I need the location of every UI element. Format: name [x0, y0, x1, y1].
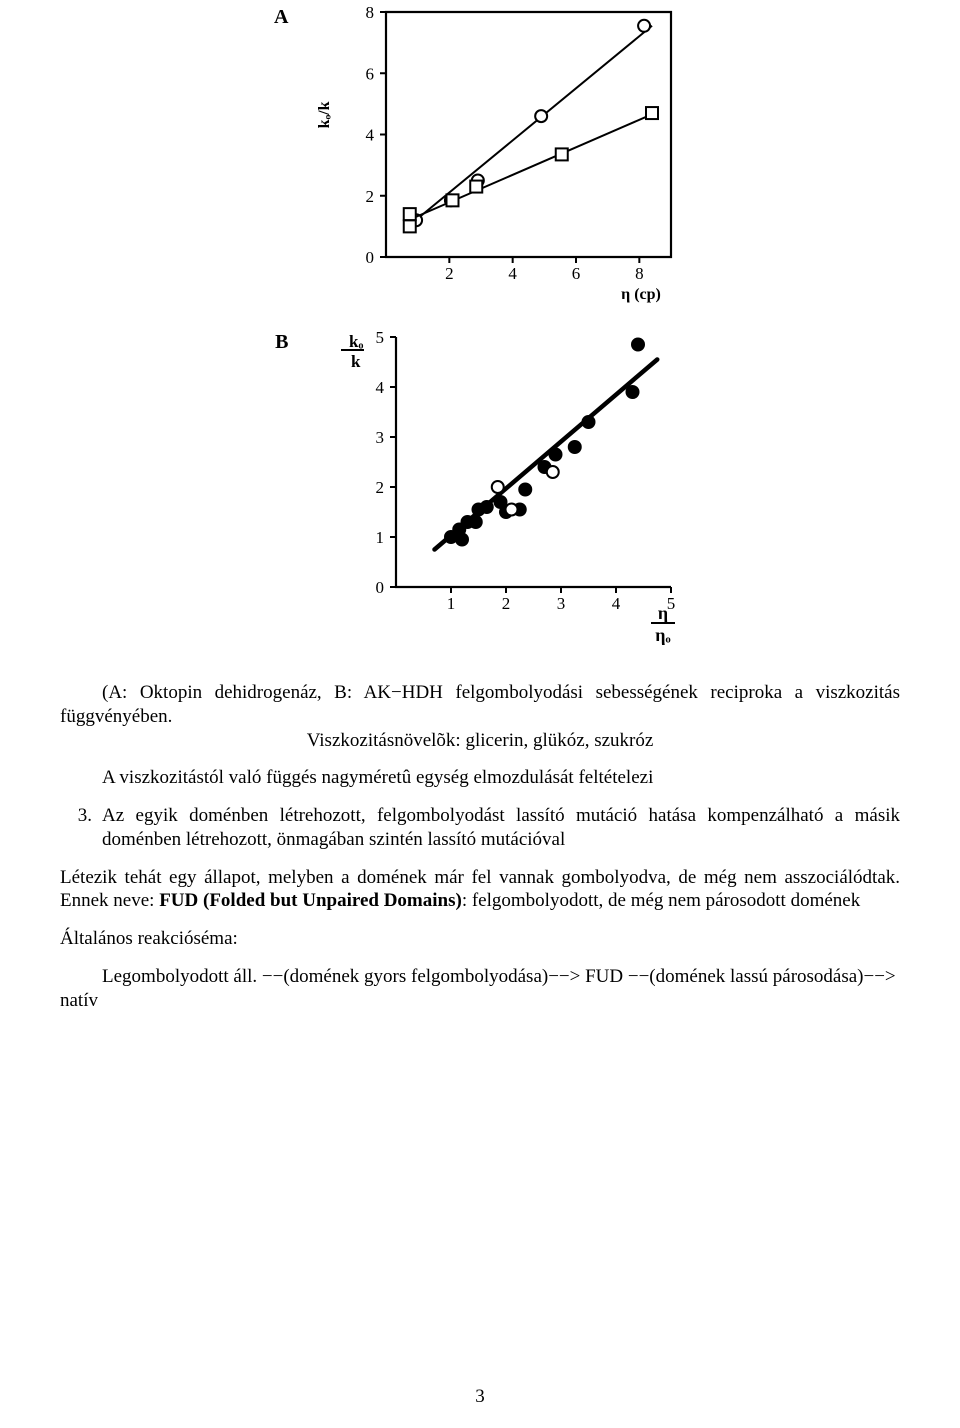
panel-b-label: B: [265, 331, 289, 354]
svg-text:1: 1: [375, 528, 384, 547]
list-item-3-body: Az egyik doménben létrehozott, felgombol…: [102, 804, 900, 852]
figure-caption-line1: (A: Oktopin dehidrogenáz, B: AK−HDH felg…: [60, 681, 900, 729]
list-item-3-number: 3.: [60, 804, 92, 852]
svg-text:3: 3: [375, 428, 384, 447]
svg-text:3: 3: [556, 594, 565, 613]
viscosity-sentence: A viszkozitástól való függés nagyméretû …: [60, 766, 900, 790]
svg-text:ηₒ: ηₒ: [655, 625, 670, 645]
svg-text:kₒ/k: kₒ/k: [316, 101, 333, 128]
svg-text:4: 4: [508, 264, 517, 283]
svg-text:k: k: [351, 352, 361, 371]
svg-text:8: 8: [635, 264, 644, 283]
reaction-scheme-label: Általános reakcióséma:: [60, 927, 900, 951]
svg-text:6: 6: [571, 264, 580, 283]
fud-term: FUD (Folded but Unpaired Domains): [159, 890, 462, 911]
panel-a-row: A 0 2 4 6 8 2 4 6 8 kₒ/k η (cp): [265, 0, 696, 305]
svg-text:2: 2: [375, 478, 384, 497]
svg-text:2: 2: [445, 264, 454, 283]
svg-text:4: 4: [611, 594, 620, 613]
svg-text:1: 1: [446, 594, 455, 613]
svg-text:4: 4: [375, 378, 384, 397]
svg-text:η: η: [657, 603, 667, 623]
chart-b: 01234512345kₒkηηₒ: [301, 325, 696, 655]
figure-caption-line2: Viszkozitásnövelõk: glicerin, glükóz, sz…: [60, 729, 900, 753]
svg-text:4: 4: [365, 126, 374, 145]
figure-block: A 024682468kₒ/kη (cp) B 01234512345kₒkηη…: [60, 0, 900, 655]
svg-text:0: 0: [365, 248, 374, 267]
list-item-3: 3. Az egyik doménben létrehozott, felgom…: [60, 804, 900, 852]
svg-text:0: 0: [375, 578, 384, 597]
svg-text:8: 8: [365, 3, 374, 22]
panel-a-label: A: [265, 6, 289, 29]
svg-text:5: 5: [375, 328, 384, 347]
chart-a: 0 2 4 6 8 2 4 6 8 kₒ/k η (cp): [301, 0, 696, 305]
text-block: (A: Oktopin dehidrogenáz, B: AK−HDH felg…: [60, 681, 900, 1012]
reaction-scheme: Legombolyodott áll. −−(domének gyors fel…: [60, 965, 900, 1013]
svg-text:kₒ: kₒ: [349, 332, 363, 351]
svg-text:6: 6: [365, 64, 374, 83]
svg-text:η (cp): η (cp): [621, 286, 661, 303]
page-number: 3: [0, 1386, 960, 1408]
svg-text:2: 2: [365, 187, 374, 206]
svg-text:2: 2: [501, 594, 510, 613]
fud-paragraph: Létezik tehát egy állapot, melyben a dom…: [60, 866, 900, 914]
panel-b-row: B 01234512345kₒkηηₒ: [265, 325, 696, 655]
page: A 024682468kₒ/kη (cp) B 01234512345kₒkηη…: [0, 0, 960, 1428]
fud-paragraph-post: : felgombolyodott, de még nem párosodott…: [462, 890, 860, 911]
